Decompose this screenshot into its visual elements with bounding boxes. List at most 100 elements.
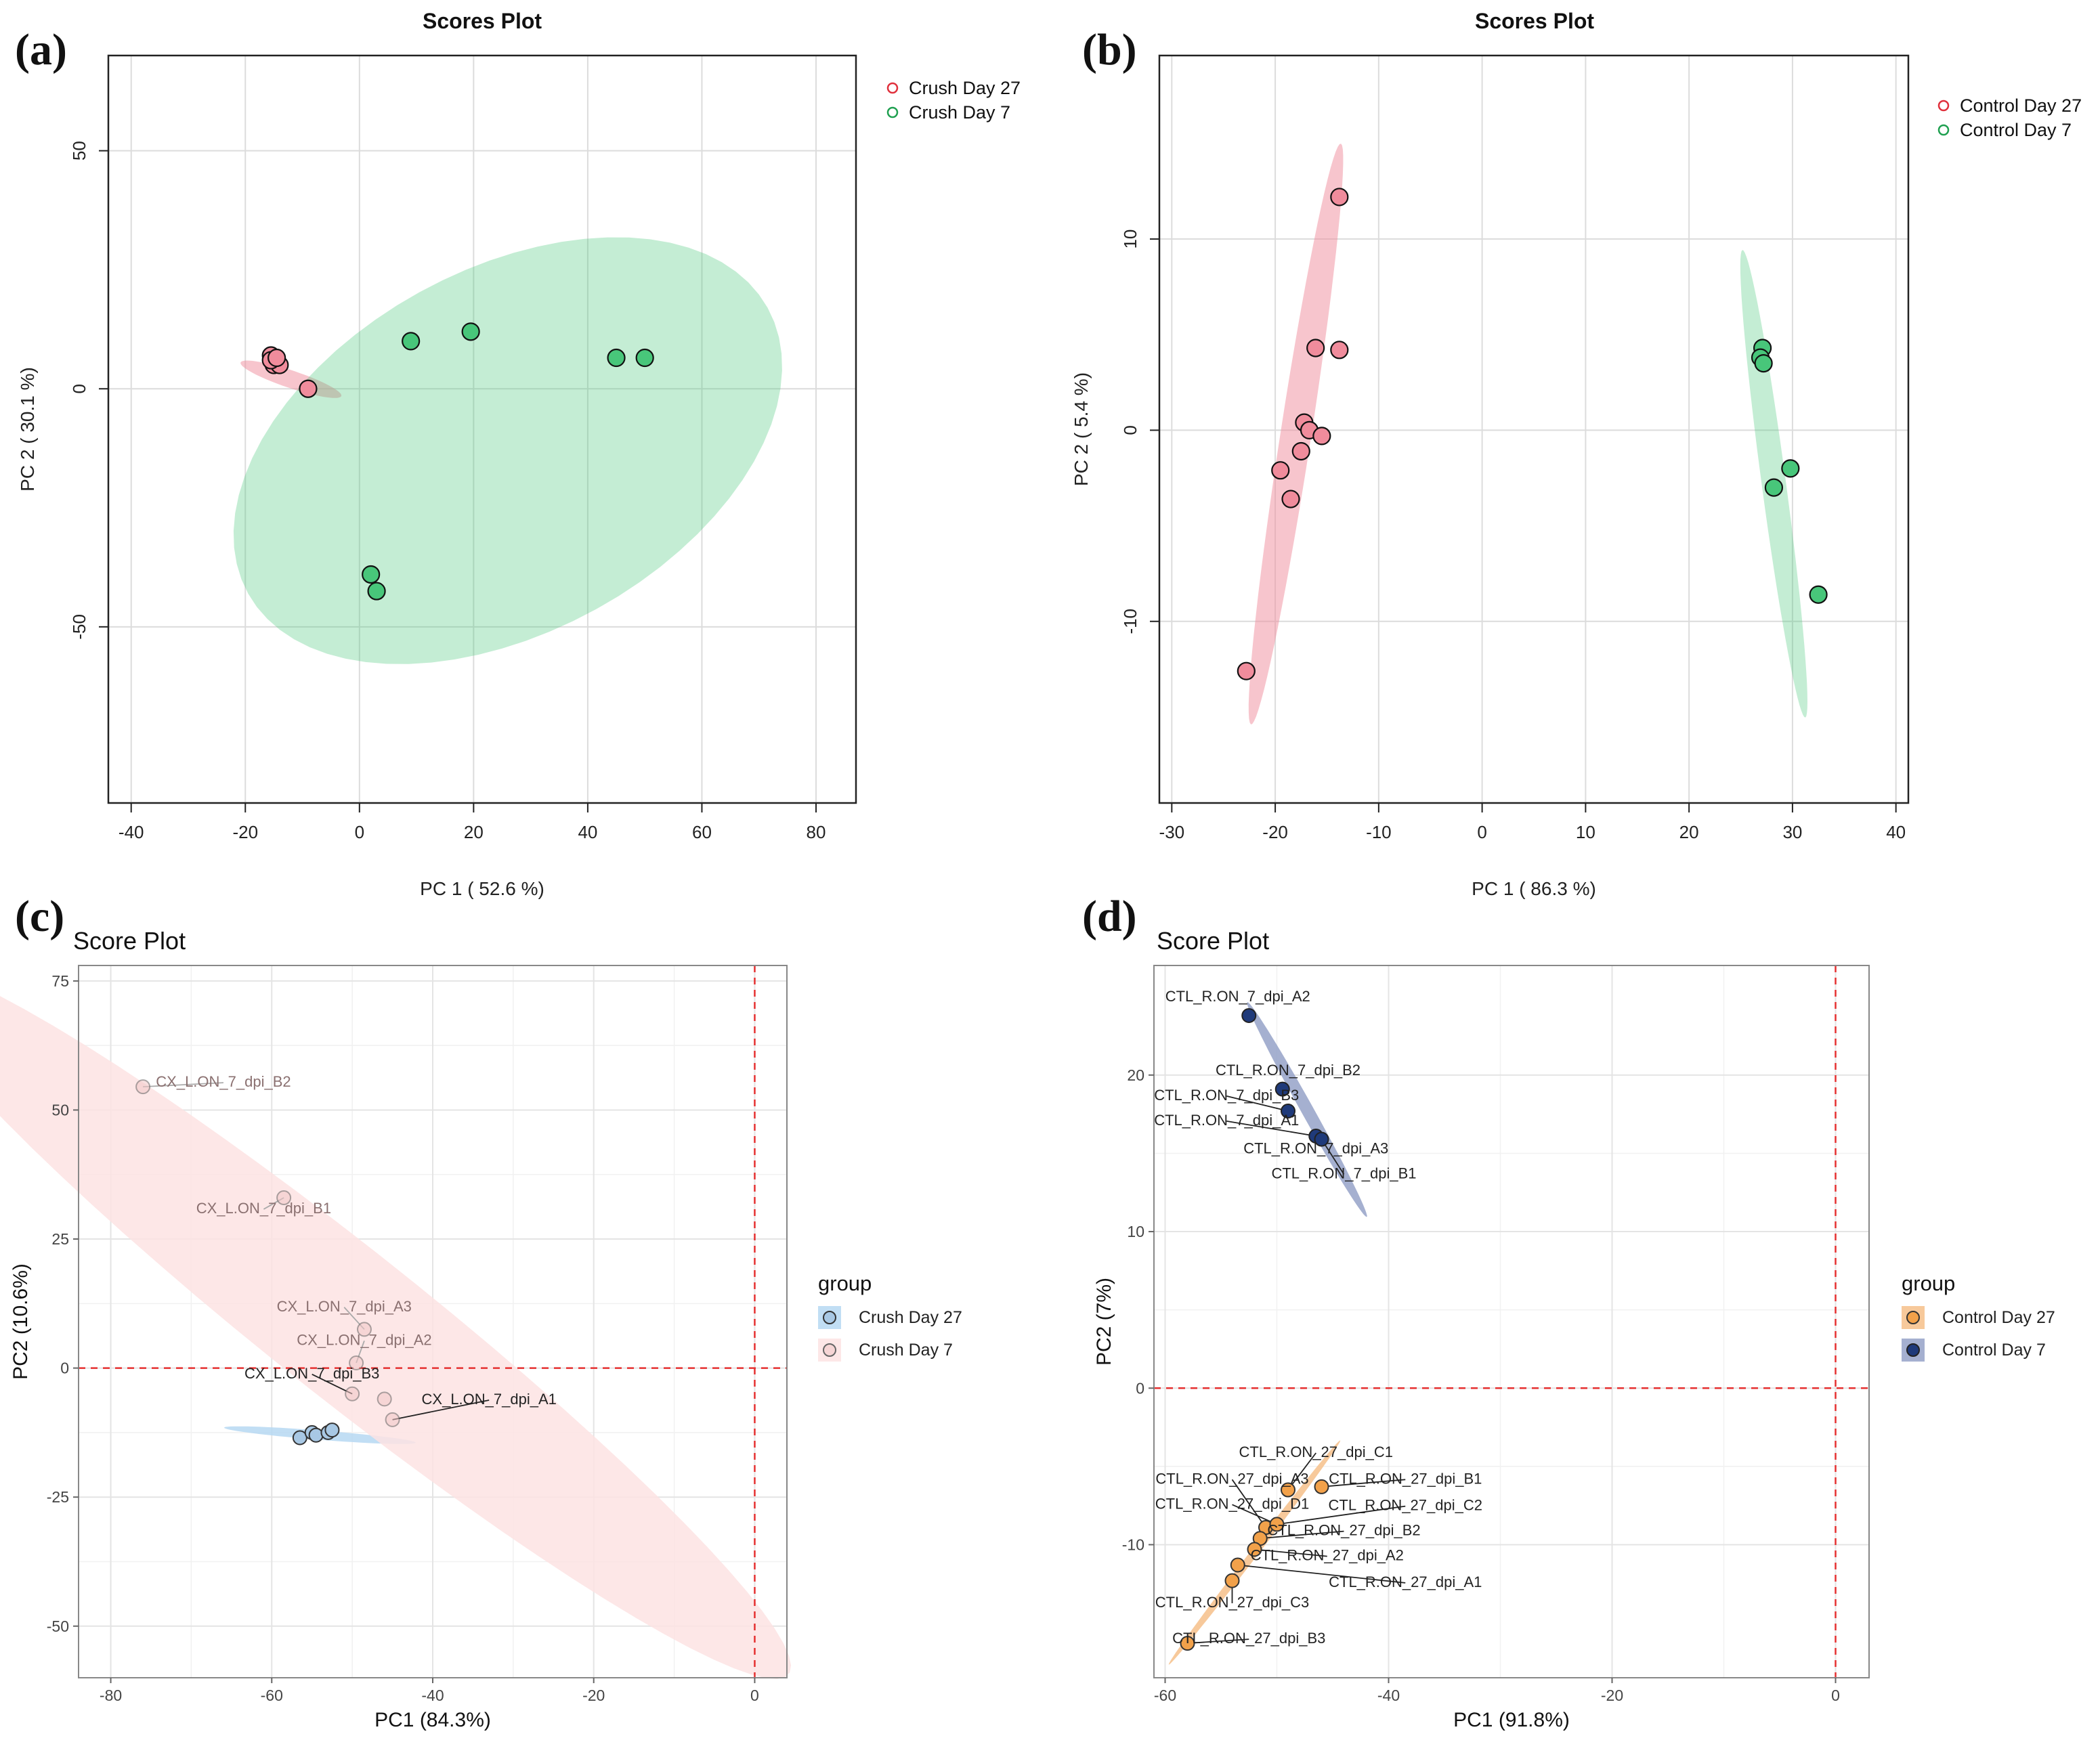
y-tick-label: 50 [51, 1101, 69, 1118]
legend-marker [886, 82, 899, 94]
point-label: CTL_R.ON_27_dpi_A3 [1155, 1470, 1308, 1487]
x-tick-label: 0 [1477, 822, 1486, 842]
x-tick-label: -40 [1377, 1687, 1400, 1704]
point-label: CX_L.ON_7_dpi_A2 [297, 1331, 431, 1348]
data-point [1237, 661, 1256, 680]
panel-letter-c: (c) [15, 892, 64, 941]
data-point [267, 348, 286, 368]
point-label: CTL_R.ON_27_dpi_C3 [1155, 1594, 1309, 1611]
x-tick-label: 20 [464, 822, 484, 842]
point-label: CTL_R.ON_27_dpi_A1 [1329, 1573, 1482, 1590]
data-point [1247, 1542, 1262, 1557]
label-connector [1287, 1452, 1316, 1491]
label-connector [1254, 1548, 1327, 1557]
point-label: CX_L.ON_7_dpi_B1 [196, 1200, 331, 1217]
x-tick-label: -30 [1159, 822, 1185, 842]
data-point [299, 379, 318, 398]
x-tick-label: -10 [1366, 822, 1392, 842]
label-connector [1321, 1479, 1406, 1487]
data-point [1312, 427, 1331, 446]
data-point [135, 1079, 151, 1095]
point-label: CX_L.ON_7_dpi_A3 [277, 1298, 412, 1315]
data-point [385, 1412, 400, 1427]
point-label: CTL_R.ON_7_dpi_A2 [1165, 988, 1310, 1005]
y-axis-label: PC2 (7%) [1093, 1278, 1115, 1366]
data-point [1281, 490, 1300, 508]
legend-label: Crush Day 27 [859, 1308, 962, 1327]
label-connector [1260, 1530, 1344, 1540]
data-point [461, 322, 480, 341]
y-tick-label: -50 [69, 614, 89, 640]
legend-marker [886, 106, 899, 118]
legend-marker [823, 1343, 836, 1357]
y-tick-label: 0 [1136, 1379, 1144, 1397]
x-tick-label: -80 [100, 1687, 122, 1704]
x-axis-label: PC 1 ( 86.3 %) [1472, 878, 1596, 899]
plot-frame [1153, 965, 1870, 1678]
legend-label: Crush Day 27 [909, 78, 1021, 98]
y-axis-label: PC 2 ( 30.1 %) [17, 367, 38, 492]
y-tick-label: 75 [51, 972, 69, 990]
y-tick-label: 10 [1127, 1223, 1144, 1240]
plot-frame [1158, 54, 1910, 804]
data-point [1781, 459, 1800, 478]
y-tick-label: -25 [47, 1488, 69, 1506]
x-tick-label: 40 [1886, 822, 1906, 842]
x-tick-label: -20 [232, 822, 258, 842]
point-label: CTL_R.ON_7_dpi_B1 [1271, 1165, 1416, 1181]
confidence-ellipse [233, 237, 782, 664]
data-point [1291, 441, 1310, 461]
chart-title: Score Plot [1157, 927, 1269, 955]
legend: group Control Day 27 Control Day 7 [1902, 1272, 2055, 1362]
panel-letter-a: (a) [15, 25, 67, 74]
confidence-ellipse [1248, 144, 1344, 724]
y-tick-label: -10 [1120, 609, 1140, 634]
data-point [1306, 339, 1325, 357]
x-tick-label: 80 [807, 822, 826, 842]
confidence-ellipse [0, 996, 792, 1679]
legend: Control Day 27 Control Day 7 [1937, 95, 2082, 140]
x-tick-label: 20 [1679, 822, 1699, 842]
legend-label: Crush Day 7 [909, 102, 1010, 123]
legend-marker [823, 1311, 836, 1324]
x-tick-label: -40 [421, 1687, 444, 1704]
data-point [1281, 1482, 1295, 1498]
x-tick-label: 0 [1831, 1687, 1840, 1704]
x-tick-label: 0 [750, 1687, 759, 1704]
legend-marker [1906, 1343, 1920, 1357]
plot-frame [107, 54, 857, 804]
label-connector [143, 1082, 223, 1088]
data-point [1269, 1517, 1285, 1532]
point-label: CTL_R.ON_27_dpi_B3 [1172, 1630, 1325, 1647]
x-tick-label: -20 [1262, 822, 1288, 842]
label-connector [1187, 1638, 1249, 1645]
data-point [1274, 1081, 1290, 1097]
label-connector [1226, 1120, 1316, 1137]
point-label: CTL_R.ON_27_dpi_A2 [1251, 1547, 1404, 1564]
panel-letter-b: (b) [1082, 25, 1137, 74]
y-tick-label: 0 [69, 384, 89, 393]
label-connector [392, 1399, 490, 1420]
y-axis-label: PC 2 ( 5.4 %) [1071, 372, 1092, 486]
point-label: CTL_R.ON_27_dpi_B2 [1267, 1522, 1420, 1539]
point-label: CTL_R.ON_7_dpi_A3 [1243, 1139, 1388, 1156]
data-point [1330, 188, 1349, 207]
x-tick-label: 0 [355, 822, 364, 842]
x-tick-label: -20 [582, 1687, 605, 1704]
legend-label: Control Day 27 [1960, 95, 2082, 116]
panel-a-scores-plot: -40 -20 0 20 40 60 80 -50 0 50 Scores Plot PC 1 ( 5… [17, 9, 1021, 899]
legend-marker [1906, 1311, 1920, 1324]
legend-label: Control Day 27 [1942, 1308, 2055, 1327]
data-point [1314, 1131, 1329, 1147]
point-label: CX_L.ON_7_dpi_B3 [244, 1365, 379, 1382]
y-tick-label: -10 [1122, 1536, 1144, 1553]
point-label: CTL_R.ON_27_dpi_D1 [1155, 1495, 1309, 1512]
x-tick-label: -20 [1601, 1687, 1623, 1704]
y-tick-label: 0 [1120, 425, 1140, 435]
point-label: CX_L.ON_7_dpi_B2 [156, 1073, 291, 1090]
data-point [345, 1386, 360, 1402]
label-connector [312, 1374, 353, 1395]
data-point [362, 565, 381, 584]
legend: Crush Day 27 Crush Day 7 [886, 78, 1021, 123]
